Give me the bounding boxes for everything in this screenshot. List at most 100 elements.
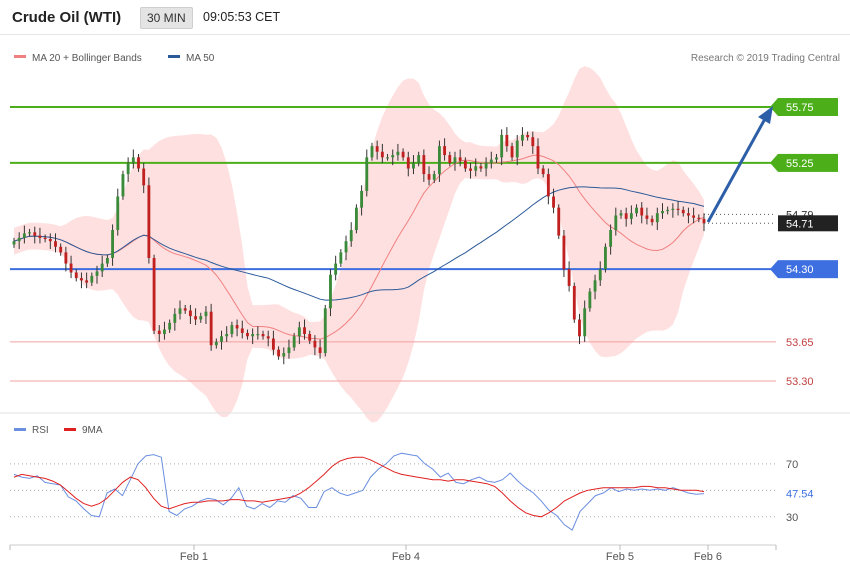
level-tag-53-30: [778, 372, 838, 390]
candle: [500, 129, 504, 166]
candle: [386, 153, 389, 161]
candle: [105, 254, 109, 267]
candle: [220, 330, 223, 350]
candle: [396, 143, 400, 161]
rsi-legend-swatch: [14, 428, 26, 431]
candle-body: [313, 340, 317, 348]
candle: [458, 149, 462, 167]
candle: [85, 272, 89, 289]
candle-body: [536, 146, 540, 169]
candle: [173, 308, 177, 331]
candle: [282, 347, 286, 365]
candle-body: [614, 215, 618, 231]
candle: [111, 224, 114, 266]
price-chart[interactable]: MA 20 + Bollinger Bands MA 50 Research ©…: [0, 34, 850, 576]
candle: [676, 200, 680, 216]
candle-body: [474, 166, 478, 171]
candle: [557, 204, 561, 239]
candle: [417, 151, 421, 167]
candle: [22, 225, 26, 244]
current-price-tag: [778, 215, 838, 232]
price-tag-layer: 54.7954.71: [704, 206, 838, 232]
candle-body: [329, 274, 332, 309]
candle: [609, 224, 613, 255]
candle-body: [214, 341, 218, 346]
candle: [313, 335, 317, 356]
candle: [593, 274, 597, 300]
candle-body: [137, 157, 140, 169]
candle: [365, 149, 369, 197]
candle-body: [391, 155, 395, 158]
candle: [443, 138, 447, 161]
candle-body: [204, 311, 208, 317]
candle: [546, 168, 550, 205]
candle-body: [188, 310, 192, 317]
candle-body: [401, 151, 405, 158]
candle-body: [111, 230, 114, 258]
level-tag-pointer-icon: [770, 98, 778, 116]
candle-body: [479, 166, 483, 169]
timeframe-badge[interactable]: 30 MIN: [140, 7, 193, 29]
candle: [204, 306, 208, 324]
candle-body: [271, 338, 275, 350]
candle: [59, 243, 63, 256]
candle: [661, 203, 664, 219]
candle: [349, 222, 353, 247]
candle-body: [131, 157, 135, 163]
candle-body: [520, 134, 524, 141]
chart-header: Crude Oil (WTI) 30 MIN 09:05:53 CET: [0, 0, 850, 35]
level-label-53-65: 53.65: [786, 337, 814, 349]
candle: [54, 233, 57, 253]
candle: [121, 170, 125, 200]
candle-body: [69, 263, 73, 273]
x-tick-label: Feb 5: [606, 551, 634, 563]
candle-body: [583, 308, 587, 337]
candle-body: [194, 316, 198, 320]
candle: [142, 162, 146, 194]
candle: [12, 237, 16, 248]
ma20-legend-swatch: [14, 55, 26, 58]
candle-body: [458, 157, 462, 161]
candle: [74, 269, 78, 282]
candle: [271, 330, 275, 356]
candle: [292, 332, 296, 351]
candle: [266, 330, 270, 347]
candle: [318, 339, 322, 359]
bollinger-band-layer: [14, 66, 704, 423]
candle-body: [422, 155, 426, 175]
candle: [152, 254, 156, 335]
candle-body: [640, 207, 644, 216]
candle: [116, 188, 120, 236]
candle: [48, 233, 52, 250]
candle: [629, 205, 633, 225]
candle-body: [12, 241, 16, 245]
candle-body: [90, 275, 94, 283]
candle-body: [339, 252, 343, 264]
candle: [199, 312, 203, 323]
rsi-ma-legend-label: 9MA: [82, 425, 103, 436]
candle: [344, 235, 348, 261]
candle-body: [437, 146, 441, 175]
rsi-tick-label: 70: [786, 459, 798, 471]
candle: [80, 272, 83, 289]
candle: [33, 226, 37, 244]
candle-body: [697, 217, 701, 219]
candle-body: [655, 213, 659, 223]
candle-body: [598, 269, 602, 281]
candle-body: [546, 174, 550, 197]
candle-body: [375, 146, 379, 152]
candle-body: [572, 285, 576, 320]
candle-body: [240, 328, 244, 333]
candle: [90, 272, 94, 286]
candle-body: [360, 190, 364, 208]
candle: [43, 234, 47, 243]
candle-body: [100, 263, 104, 272]
candle-body: [163, 329, 166, 335]
candle-body: [157, 330, 161, 335]
candle: [38, 227, 42, 244]
candle: [287, 339, 291, 359]
candle: [401, 148, 405, 161]
candle: [240, 320, 244, 339]
x-tick-label: Feb 4: [392, 551, 420, 563]
candle: [687, 207, 690, 224]
